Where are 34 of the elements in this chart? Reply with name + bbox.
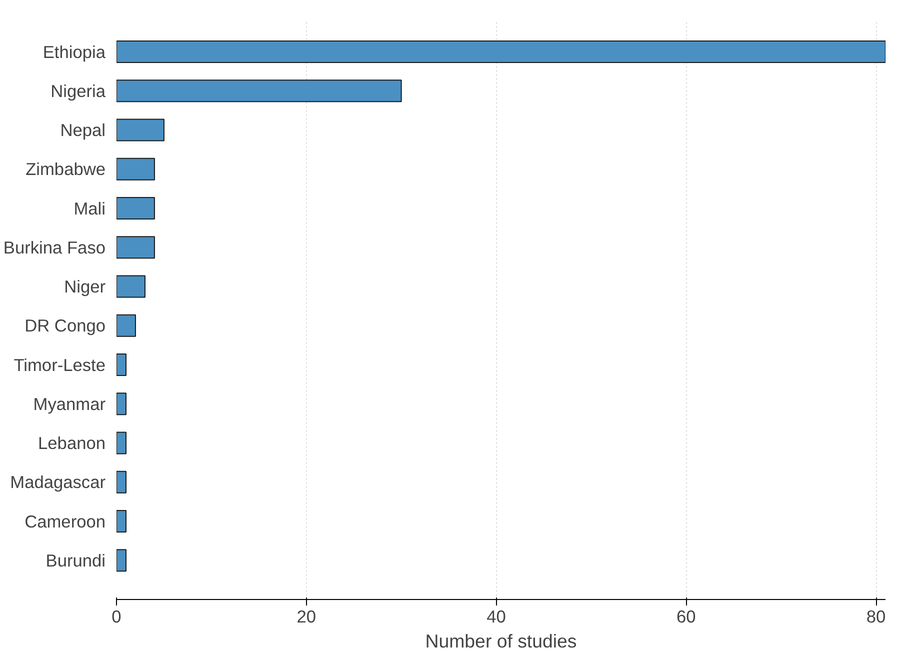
y-tick-label: Zimbabwe [26, 159, 106, 180]
y-tick-label: Nepal [60, 120, 106, 140]
x-tick-label: 40 [486, 606, 506, 626]
bar [116, 392, 126, 416]
y-tick-label: Burkina Faso [3, 237, 106, 258]
y-tick-label: Ethiopia [42, 42, 106, 62]
x-tick-label: 80 [866, 606, 886, 626]
y-tick-label: Nigeria [50, 80, 106, 101]
y-tick-label: Timor-Leste [14, 354, 106, 375]
y-tick-label: Cameroon [24, 511, 106, 532]
y-tick-label: Lebanon [38, 433, 106, 454]
bar [116, 354, 126, 376]
y-tick-label: Niger [64, 276, 106, 297]
y-tick-label: DR Congo [24, 316, 106, 336]
bar [116, 432, 126, 454]
x-axis-title: Number of studies [425, 630, 577, 652]
bar [116, 236, 155, 259]
x-tick-label: 0 [112, 606, 122, 626]
bar [116, 275, 146, 298]
bar [116, 470, 126, 494]
bar [116, 510, 126, 533]
x-tick-label: 20 [296, 606, 316, 626]
y-tick-label: Madagascar [10, 472, 106, 492]
y-tick-label: Mali [74, 198, 106, 218]
x-tick-label: 60 [676, 606, 696, 626]
bar [116, 197, 155, 220]
y-tick-label: Burundi [46, 550, 106, 570]
y-tick-label: Myanmar [33, 394, 106, 414]
bar [116, 80, 402, 102]
bar [116, 40, 886, 64]
bar [116, 314, 136, 337]
bar [116, 549, 126, 572]
bar [116, 118, 164, 142]
bar [116, 158, 155, 180]
